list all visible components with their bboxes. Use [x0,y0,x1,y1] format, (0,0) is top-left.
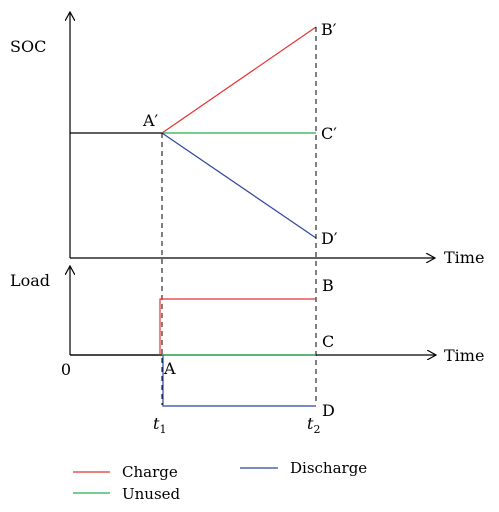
legend-item-unused: Unused [73,485,181,503]
point-label-d: D [322,401,335,420]
legend-label-unused: Unused [122,485,181,503]
upper-panel: SOC Time A′ B′ C′ D′ [10,12,484,267]
load-discharge-step [162,355,316,407]
origin-label: 0 [61,360,71,379]
point-label-c: C [322,332,334,351]
tick-label-t2: t2 [307,414,320,436]
point-label-a: A [163,359,176,378]
point-label-d-prime: D′ [321,229,338,248]
load-axis-label: Load [10,271,50,290]
lower-time-label: Time [444,346,484,365]
legend-item-discharge: Discharge [240,459,367,477]
soc-discharge-line [161,132,317,239]
legend-item-charge: Charge [73,463,178,481]
legend: Charge Unused Discharge [73,459,367,503]
point-label-c-prime: C′ [321,124,337,143]
soc-axis-label: SOC [10,37,46,56]
upper-time-label: Time [444,248,484,267]
legend-label-charge: Charge [122,463,178,481]
point-label-b: B [322,276,334,295]
legend-label-discharge: Discharge [290,459,367,477]
lower-panel: Load Time 0 B C A D t1 t2 [10,266,484,436]
point-label-a-prime: A′ [142,111,159,130]
soc-charge-line [161,26,317,134]
load-charge-step [159,298,316,355]
point-label-b-prime: B′ [321,20,337,39]
tick-label-t1: t1 [153,414,166,436]
